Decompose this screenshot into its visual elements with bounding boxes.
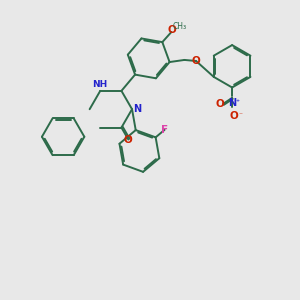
Text: ⁺: ⁺ bbox=[236, 98, 240, 107]
Text: F: F bbox=[161, 125, 168, 135]
Text: CH₃: CH₃ bbox=[172, 22, 187, 32]
Text: O: O bbox=[229, 111, 238, 121]
Text: N: N bbox=[133, 104, 141, 114]
Text: O: O bbox=[124, 134, 133, 145]
Text: N: N bbox=[228, 98, 236, 108]
Text: ⁻: ⁻ bbox=[238, 110, 243, 119]
Text: O: O bbox=[215, 99, 224, 109]
Text: NH: NH bbox=[93, 80, 108, 89]
Text: O: O bbox=[192, 56, 200, 66]
Text: O: O bbox=[167, 26, 176, 35]
